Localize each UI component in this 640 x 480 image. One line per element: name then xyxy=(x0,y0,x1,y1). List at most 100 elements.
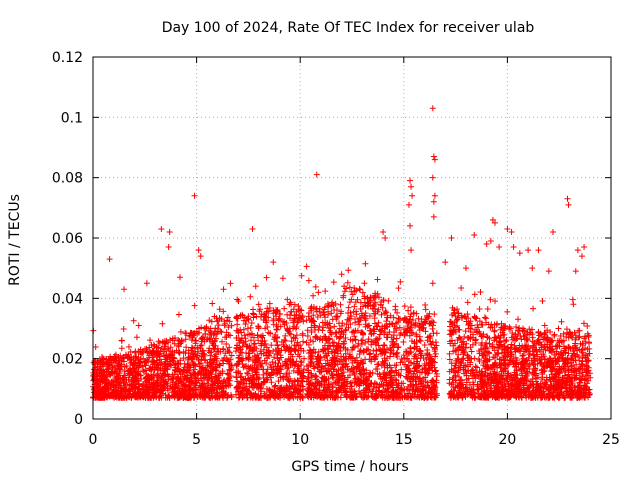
data-point xyxy=(487,296,494,303)
data-point xyxy=(146,384,153,391)
data-point xyxy=(184,356,191,363)
data-point xyxy=(216,362,223,369)
data-point xyxy=(364,377,371,384)
data-point xyxy=(397,359,404,366)
data-point xyxy=(372,290,379,297)
data-point xyxy=(132,359,139,366)
data-point xyxy=(297,358,304,365)
data-point xyxy=(304,333,311,340)
data-point xyxy=(546,374,553,381)
data-point xyxy=(473,364,480,371)
data-point xyxy=(346,284,353,291)
data-point xyxy=(488,388,495,395)
data-point xyxy=(148,371,155,378)
data-point xyxy=(252,368,259,375)
data-point xyxy=(250,306,257,313)
data-point xyxy=(458,284,465,291)
data-point xyxy=(537,348,544,355)
data-point xyxy=(392,376,399,383)
data-point xyxy=(330,279,337,286)
data-point xyxy=(217,383,224,390)
data-point xyxy=(248,380,255,387)
data-point xyxy=(414,358,421,365)
data-point xyxy=(549,392,556,399)
data-point xyxy=(453,317,460,324)
data-point xyxy=(274,341,281,348)
data-point xyxy=(491,327,498,334)
data-point xyxy=(268,342,275,349)
data-point xyxy=(164,339,171,346)
data-point xyxy=(459,392,466,399)
data-point xyxy=(311,318,318,325)
data-point xyxy=(524,329,531,336)
data-point xyxy=(349,329,356,336)
data-point xyxy=(450,342,457,349)
data-point xyxy=(366,356,373,363)
data-point xyxy=(162,356,169,363)
data-point xyxy=(234,296,241,303)
data-point xyxy=(334,361,341,368)
data-point xyxy=(334,313,341,320)
data-point xyxy=(537,359,544,366)
data-point xyxy=(198,356,205,363)
data-point xyxy=(255,325,262,332)
data-point xyxy=(585,339,592,346)
data-point xyxy=(484,306,491,313)
data-point xyxy=(220,360,227,367)
data-point xyxy=(372,380,379,387)
data-point xyxy=(245,387,252,394)
data-point xyxy=(212,351,219,358)
data-point xyxy=(563,385,570,392)
data-point xyxy=(286,378,293,385)
data-point xyxy=(533,378,540,385)
data-point xyxy=(568,369,575,376)
data-point xyxy=(298,272,305,279)
data-point xyxy=(432,394,439,401)
data-point xyxy=(546,355,553,362)
data-point xyxy=(324,311,331,318)
data-point xyxy=(151,343,158,350)
data-point xyxy=(372,310,379,317)
data-point xyxy=(383,346,390,353)
data-point xyxy=(529,394,536,401)
data-point xyxy=(424,337,431,344)
data-point xyxy=(263,274,270,281)
data-point xyxy=(253,380,260,387)
data-point xyxy=(419,321,426,328)
data-point xyxy=(322,392,329,399)
data-point xyxy=(400,326,407,333)
data-point xyxy=(476,318,483,325)
data-point xyxy=(464,357,471,364)
data-point xyxy=(142,367,149,374)
data-point xyxy=(455,382,462,389)
data-point xyxy=(409,329,416,336)
data-point xyxy=(169,335,176,342)
data-point xyxy=(340,294,347,301)
data-point xyxy=(197,371,204,378)
data-point xyxy=(126,381,133,388)
data-point xyxy=(314,335,321,342)
data-point xyxy=(216,314,223,321)
data-point xyxy=(418,369,425,376)
data-point xyxy=(580,320,587,327)
data-point xyxy=(149,354,156,361)
data-point xyxy=(513,323,520,330)
data-point xyxy=(169,354,176,361)
data-point xyxy=(212,373,219,380)
data-point xyxy=(97,366,104,373)
data-point xyxy=(544,334,551,341)
data-point xyxy=(461,333,468,340)
data-point xyxy=(200,350,207,357)
data-point xyxy=(368,331,375,338)
data-point xyxy=(344,366,351,373)
data-point xyxy=(219,370,226,377)
data-point xyxy=(304,392,311,399)
data-point xyxy=(478,378,485,385)
data-point xyxy=(455,351,462,358)
data-point xyxy=(115,360,122,367)
data-point xyxy=(569,380,576,387)
data-point xyxy=(186,378,193,385)
data-point xyxy=(303,339,310,346)
data-point xyxy=(506,361,513,368)
data-point xyxy=(495,389,502,396)
